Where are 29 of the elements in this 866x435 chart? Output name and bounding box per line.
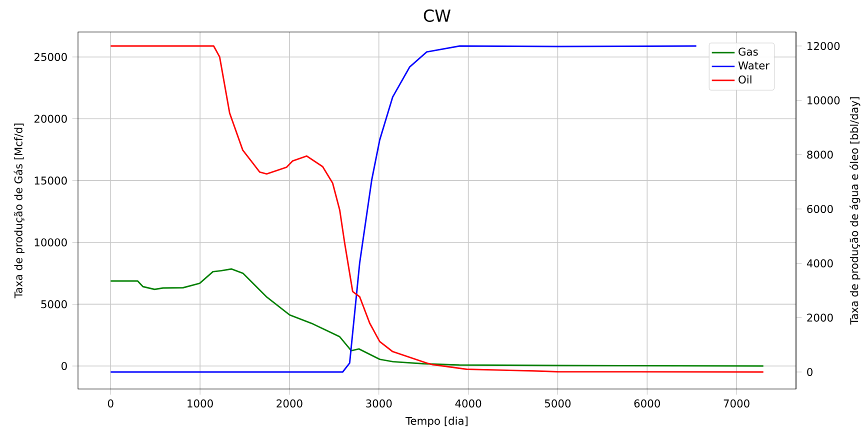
y2-axis-title: Taxa de produção de água e óleo [bbl/day] (850, 97, 860, 325)
legend-label: Oil (738, 75, 752, 84)
x-tick-label: 1000 (188, 399, 213, 408)
y2-tick-label: 12000 (808, 42, 840, 50)
x-axis-title: Tempo [dia] (406, 416, 468, 427)
line-series (110, 268, 764, 367)
x-tick-label: 6000 (634, 399, 660, 408)
y-tick-label: 25000 (34, 52, 67, 61)
y2-tick-label: 2000 (807, 314, 833, 322)
x-tick-label: 7000 (724, 399, 750, 408)
chart-title: CW (424, 9, 451, 22)
y-tick-label: 5000 (41, 300, 67, 308)
y-tick-label: 15000 (34, 176, 67, 185)
y2-tick-label: 0 (807, 368, 812, 376)
y-tick-label: 0 (62, 362, 67, 370)
x-tick-label: 2000 (276, 399, 302, 408)
x-tick-label: 4000 (455, 399, 482, 408)
x-tick-label: 0 (108, 399, 114, 408)
y2-tick-label: 4000 (806, 259, 833, 268)
legend-label: Water (738, 62, 770, 70)
y2-tick-label: 8000 (807, 150, 833, 159)
legend-label: Gas (738, 48, 758, 56)
y2-tick-label: 6000 (807, 204, 833, 214)
x-tick-label: 5000 (544, 399, 571, 408)
y2-tick-label: 10000 (808, 96, 840, 104)
x-tick-label: 3000 (366, 399, 392, 408)
y-tick-label: 20000 (34, 114, 67, 123)
y-axis-title: Taxa de produção de Gás [Mcf/d] (14, 124, 25, 298)
y-tick-label: 10000 (34, 238, 67, 246)
